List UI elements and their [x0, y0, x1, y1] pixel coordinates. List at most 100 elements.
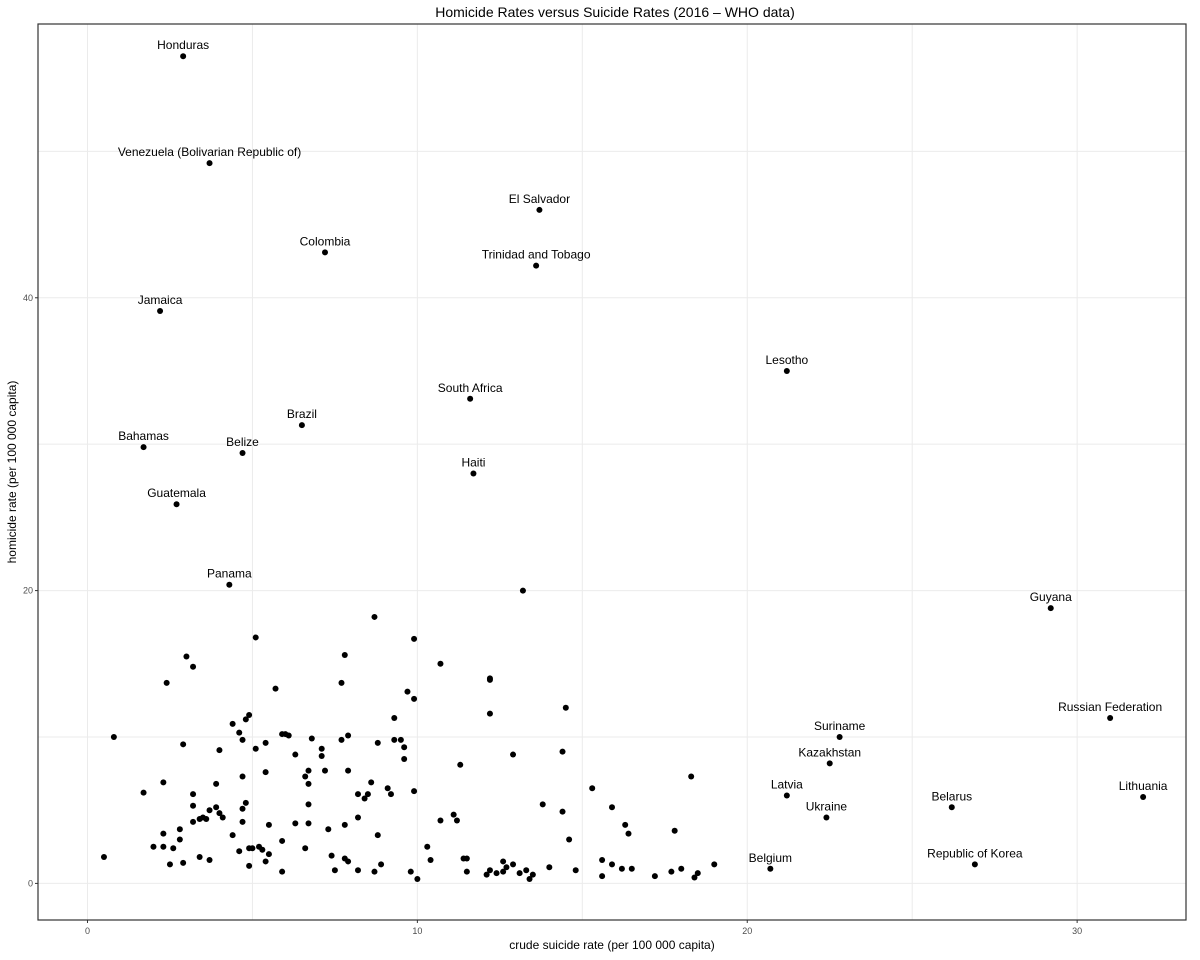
data-point: [279, 837, 286, 844]
data-point: [559, 748, 566, 755]
data-point: [493, 870, 500, 877]
point-label: Ukraine: [806, 800, 848, 814]
x-tick-label: 30: [1072, 926, 1082, 936]
data-point: [246, 712, 253, 719]
data-point: [160, 779, 167, 786]
point-label: Brazil: [287, 407, 317, 421]
data-point: [486, 867, 493, 874]
data-point: [308, 735, 315, 742]
data-point: [783, 792, 790, 799]
data-point: [328, 852, 335, 859]
data-point: [767, 865, 774, 872]
data-point: [170, 845, 177, 852]
data-point: [160, 843, 167, 850]
data-point: [374, 739, 381, 746]
point-label: Russian Federation: [1058, 700, 1162, 714]
data-point: [325, 826, 332, 833]
data-point: [229, 832, 236, 839]
x-tick-label: 20: [742, 926, 752, 936]
data-point: [196, 854, 203, 861]
data-point: [203, 815, 210, 822]
data-point: [176, 826, 183, 833]
point-label: Suriname: [814, 719, 866, 733]
data-point: [190, 791, 197, 798]
point-label: South Africa: [438, 381, 503, 395]
data-point: [239, 736, 246, 743]
y-tick-label: 20: [23, 586, 33, 596]
data-point: [279, 868, 286, 875]
data-point: [411, 788, 418, 795]
data-point: [163, 679, 170, 686]
data-point: [826, 760, 833, 767]
plot-panel: [37, 23, 1187, 921]
point-label: Belgium: [749, 851, 792, 865]
axis-ticks: 0 10 20 30 0 20 40: [23, 293, 1082, 936]
data-point: [546, 864, 553, 871]
x-axis-title: crude suicide rate (per 100 000 capita): [509, 938, 714, 952]
data-point: [262, 769, 269, 776]
data-point: [651, 873, 658, 880]
point-label: Belize: [226, 435, 259, 449]
data-point: [486, 676, 493, 683]
data-points: [100, 53, 1147, 883]
data-point: [180, 53, 187, 60]
data-point: [239, 449, 246, 456]
data-point: [298, 422, 305, 429]
data-point: [239, 805, 246, 812]
point-label: Trinidad and Tobago: [482, 248, 591, 262]
data-point: [302, 845, 309, 852]
data-point: [305, 767, 312, 774]
data-point: [691, 874, 698, 881]
data-point: [206, 160, 213, 167]
point-label: Jamaica: [138, 293, 183, 307]
data-point: [252, 634, 259, 641]
point-labels: Honduras Venezuela (Bolivarian Republic o…: [118, 38, 1168, 865]
data-point: [262, 858, 269, 865]
data-point: [305, 780, 312, 787]
data-point: [411, 635, 418, 642]
data-point: [539, 801, 546, 808]
data-point: [628, 865, 635, 872]
data-point: [242, 716, 249, 723]
point-label: Latvia: [771, 778, 803, 792]
data-point: [437, 660, 444, 667]
data-point: [190, 663, 197, 670]
data-point: [236, 848, 243, 855]
data-point: [265, 851, 272, 858]
data-point: [160, 830, 167, 837]
data-point: [341, 652, 348, 659]
data-point: [345, 767, 352, 774]
data-point: [206, 856, 213, 863]
data-point: [318, 745, 325, 752]
data-point: [374, 832, 381, 839]
data-point: [407, 868, 414, 875]
data-point: [384, 785, 391, 792]
data-point: [529, 871, 536, 878]
data-point: [500, 868, 507, 875]
data-point: [262, 739, 269, 746]
data-point: [341, 821, 348, 828]
data-point: [971, 861, 978, 868]
data-point: [272, 685, 279, 692]
data-point: [516, 870, 523, 877]
point-label: Guyana: [1030, 590, 1072, 604]
data-point: [572, 867, 579, 874]
y-axis-title: homicide rate (per 100 000 capita): [5, 381, 19, 564]
data-point: [391, 736, 398, 743]
data-point: [688, 773, 695, 780]
data-point: [526, 876, 533, 883]
data-point: [361, 795, 368, 802]
data-point: [140, 444, 147, 451]
data-point: [589, 785, 596, 792]
data-point: [500, 858, 507, 865]
data-point: [219, 814, 226, 821]
data-point: [503, 864, 510, 871]
data-point: [242, 799, 249, 806]
data-point: [249, 845, 256, 852]
data-point: [239, 818, 246, 825]
data-point: [783, 367, 790, 374]
data-point: [510, 861, 517, 868]
data-point: [401, 744, 408, 751]
point-label: Lesotho: [765, 353, 808, 367]
